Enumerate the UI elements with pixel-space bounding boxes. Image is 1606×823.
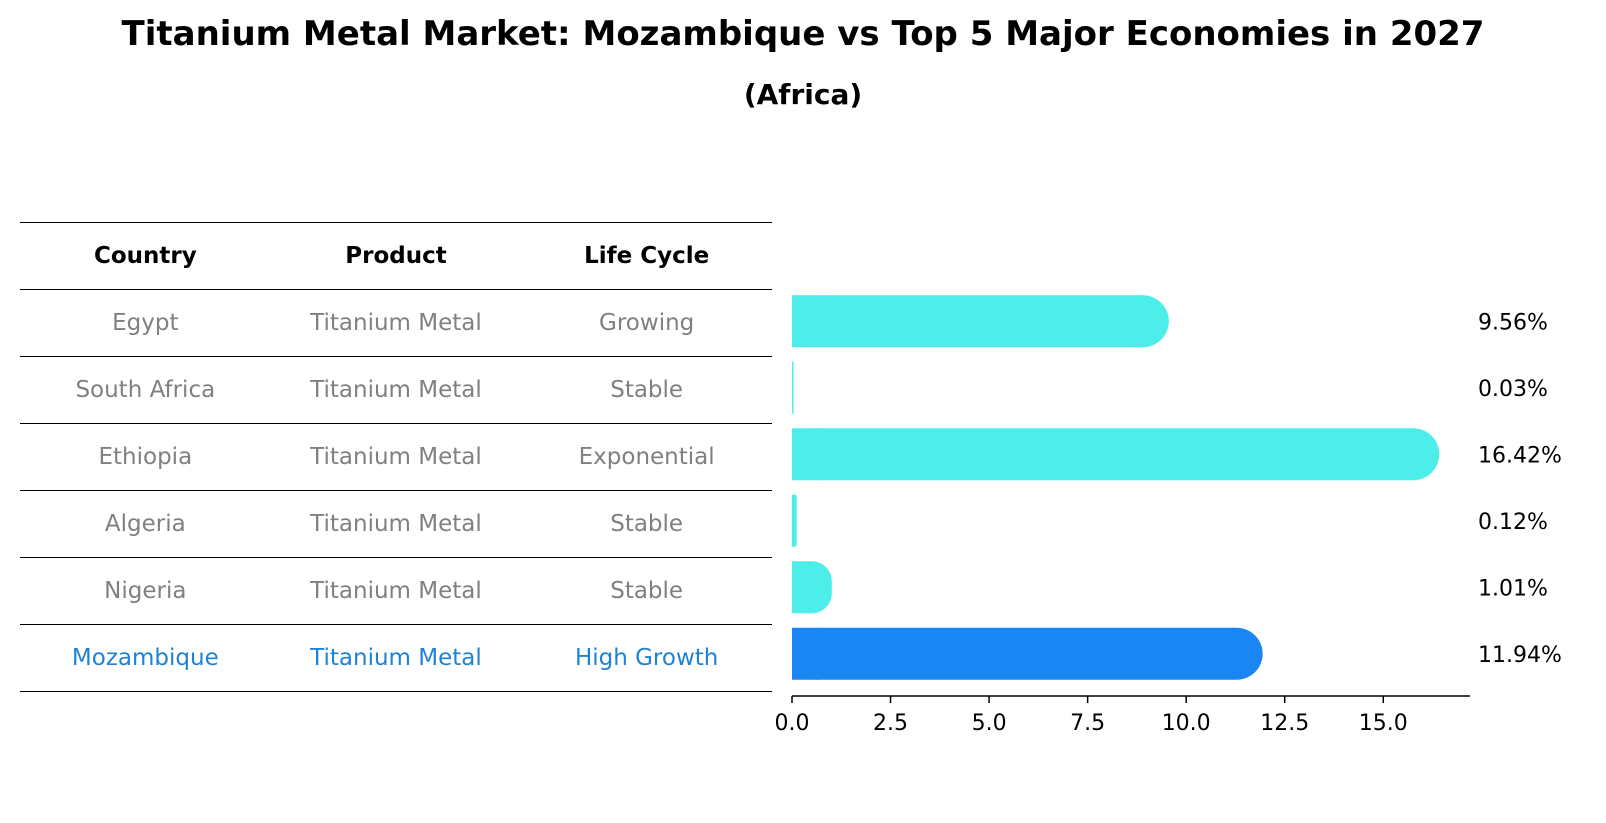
cell-life-cycle: Stable [521, 356, 772, 424]
table-row: Algeria Titanium Metal Stable [20, 490, 772, 558]
cell-country: Ethiopia [20, 423, 271, 491]
bar-base [792, 428, 818, 481]
cell-life-cycle: Growing [521, 289, 772, 357]
bar-base [792, 494, 795, 547]
x-tick-label: 5.0 [972, 711, 1007, 736]
cell-product: Titanium Metal [270, 490, 522, 558]
cell-life-cycle: Exponential [521, 423, 772, 491]
value-label: 0.12% [1478, 510, 1548, 535]
table-row: Ethiopia Titanium Metal Exponential [20, 423, 772, 491]
cell-product: Titanium Metal [270, 356, 522, 424]
value-label: 1.01% [1478, 576, 1548, 601]
cell-life-cycle: Stable [521, 557, 772, 625]
value-label: 16.42% [1478, 443, 1562, 468]
bar-mozambique [792, 627, 1263, 680]
cell-product: Titanium Metal [270, 624, 522, 692]
x-tick-label: 0.0 [775, 711, 810, 736]
cell-country: Mozambique [20, 624, 271, 692]
table-header-row: Country Product Life Cycle [20, 222, 772, 290]
table-row: South Africa Titanium Metal Stable [20, 356, 772, 424]
value-label: 11.94% [1478, 643, 1562, 668]
x-tick-label: 15.0 [1359, 711, 1408, 736]
market-table: Country Product Life Cycle Egypt Titaniu… [20, 222, 772, 692]
bar-egypt [792, 295, 1169, 348]
chart-subtitle: (Africa) [743, 78, 863, 111]
cell-product: Titanium Metal [270, 423, 522, 491]
chart-title: Titanium Metal Market: Mozambique vs Top… [121, 14, 1485, 54]
header-product: Product [270, 222, 522, 290]
cell-product: Titanium Metal [270, 557, 522, 625]
cell-country: Nigeria [20, 557, 271, 625]
bar-base [792, 361, 793, 414]
value-label: 9.56% [1478, 310, 1548, 335]
value-label: 0.03% [1478, 377, 1548, 402]
x-tick-label: 2.5 [873, 711, 908, 736]
cell-country: Egypt [20, 289, 271, 357]
x-tick-label: 7.5 [1070, 711, 1105, 736]
bar-base [792, 561, 812, 614]
cell-country: Algeria [20, 490, 271, 558]
x-tick-label: 10.0 [1162, 711, 1211, 736]
header-life-cycle: Life Cycle [521, 222, 772, 290]
cell-life-cycle: Stable [521, 490, 772, 558]
cell-country: South Africa [20, 356, 271, 424]
cell-life-cycle: High Growth [521, 624, 772, 692]
bar-ethiopia [792, 428, 1440, 481]
cell-product: Titanium Metal [270, 289, 522, 357]
table-row: Egypt Titanium Metal Growing [20, 289, 772, 357]
bar-base [792, 295, 818, 348]
x-tick-label: 12.5 [1260, 711, 1309, 736]
table-row-highlight: Mozambique Titanium Metal High Growth [20, 624, 772, 692]
table-row: Nigeria Titanium Metal Stable [20, 557, 772, 625]
bar-base [792, 627, 818, 680]
header-country: Country [20, 222, 271, 290]
